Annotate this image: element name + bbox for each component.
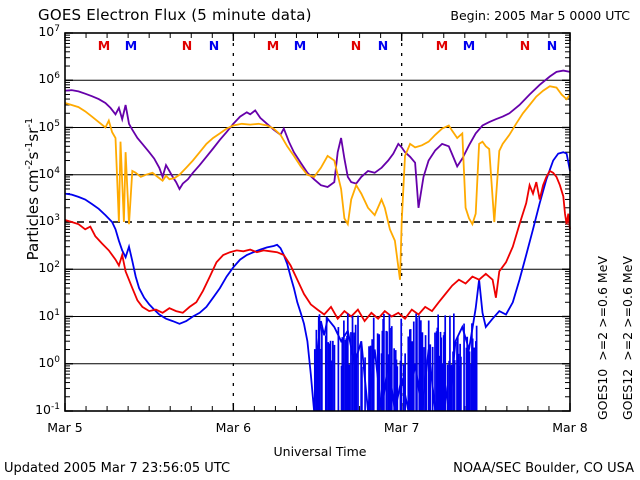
event-marker-m: M <box>97 38 111 53</box>
series-line <box>64 85 571 280</box>
event-marker-n: N <box>377 38 389 53</box>
series-line <box>64 69 571 208</box>
x-tick-label: Mar 6 <box>215 420 252 435</box>
y-tick-label: 102 <box>38 260 60 276</box>
noise-spikes <box>313 313 478 411</box>
x-tick-label: Mar 7 <box>383 420 420 435</box>
event-marker-m: M <box>293 38 307 53</box>
x-axis-label: Universal Time <box>273 444 367 459</box>
y-tick-label: 106 <box>38 71 60 87</box>
event-marker-n: N <box>208 38 220 53</box>
event-marker-n: N <box>350 38 362 53</box>
plot-frame <box>64 32 571 412</box>
y-tick-label: 107 <box>38 24 60 40</box>
source-label: NOAA/SEC Boulder, CO USA <box>453 461 634 476</box>
updated-label: Updated 2005 Mar 7 23:56:05 UTC <box>4 461 231 476</box>
y-tick-label: 103 <box>38 213 60 229</box>
y-tick-label: 101 <box>38 307 60 323</box>
page-title: GOES Electron Flux (5 minute data) <box>38 6 312 24</box>
event-marker-n: N <box>181 38 193 53</box>
event-marker-n: N <box>519 38 531 53</box>
event-marker-m: M <box>462 38 476 53</box>
y-tick-label: 100 <box>38 354 60 370</box>
event-marker-m: M <box>435 38 449 53</box>
event-marker-m: M <box>124 38 138 53</box>
legend-goes12: GOES12 >=2 >=0.6 MeV <box>620 256 635 420</box>
series-line <box>64 169 571 323</box>
x-tick-label: Mar 8 <box>552 420 588 435</box>
x-tick-label: Mar 5 <box>47 420 83 435</box>
y-tick-label: 105 <box>38 118 60 134</box>
event-marker-m: M <box>266 38 280 53</box>
y-tick-label: 10-1 <box>35 402 60 418</box>
series-line <box>64 151 571 412</box>
event-marker-n: N <box>546 38 558 53</box>
y-tick-label: 104 <box>38 165 60 181</box>
begin-time-label: Begin: 2005 Mar 5 0000 UTC <box>450 8 630 23</box>
legend-goes10: GOES10 >=2 >=0.6 MeV <box>595 256 610 420</box>
